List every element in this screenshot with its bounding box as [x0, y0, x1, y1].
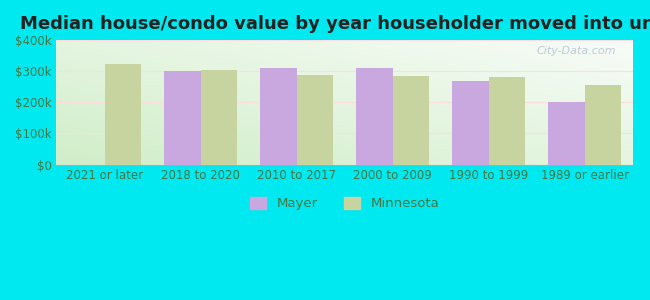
Legend: Mayer, Minnesota: Mayer, Minnesota — [250, 197, 439, 210]
Title: Median house/condo value by year householder moved into unit: Median house/condo value by year househo… — [20, 15, 650, 33]
Bar — [201, 70, 237, 165]
Bar — [489, 77, 525, 165]
Bar — [105, 64, 141, 165]
Bar — [585, 85, 621, 165]
Bar — [452, 81, 489, 165]
Bar — [393, 76, 429, 165]
Bar — [296, 75, 333, 165]
Text: City-Data.com: City-Data.com — [536, 46, 616, 56]
Bar — [549, 102, 585, 165]
Bar — [164, 71, 201, 165]
Bar — [356, 68, 393, 165]
Bar — [260, 68, 296, 165]
